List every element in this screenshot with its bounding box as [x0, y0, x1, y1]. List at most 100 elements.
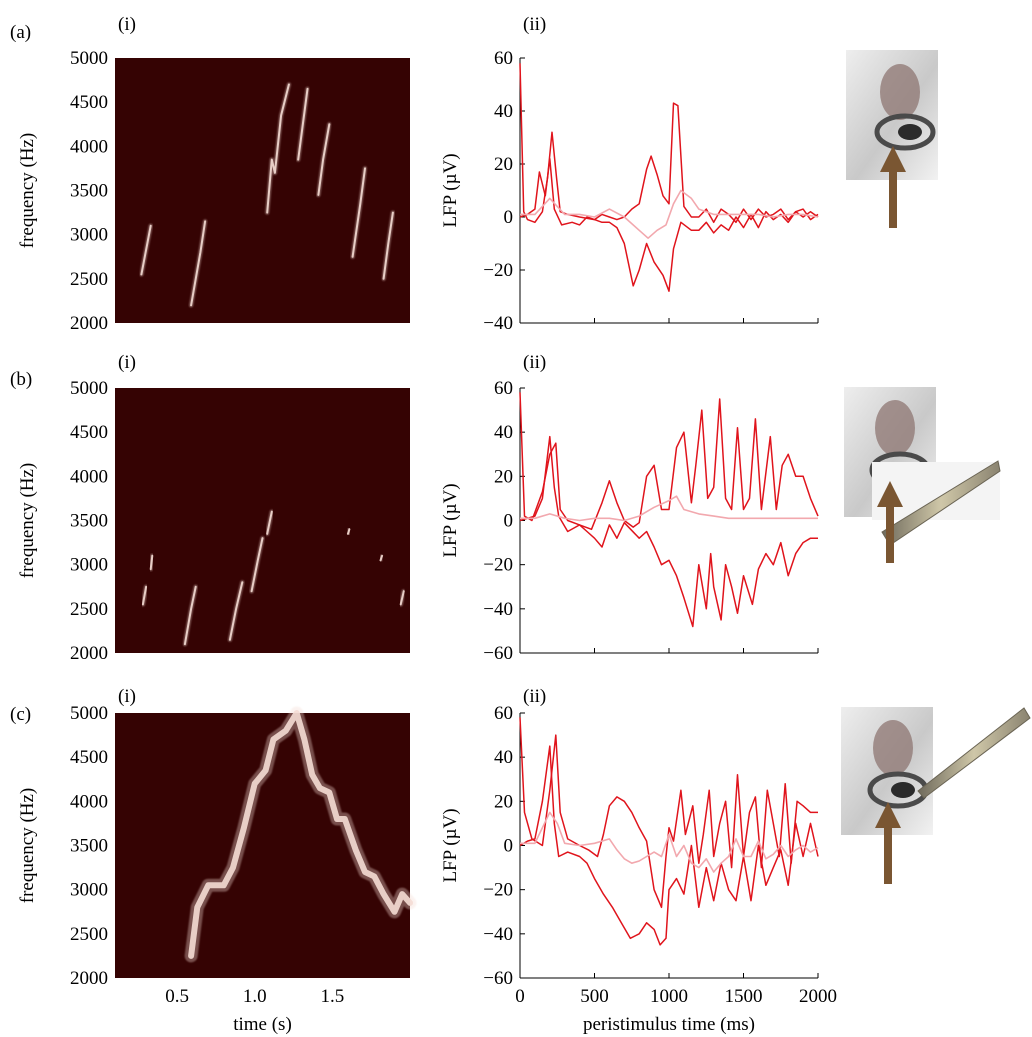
spectrogram-trace [228, 581, 244, 641]
y-axis-label: frequency (Hz) [17, 133, 38, 249]
spectrogram-background [115, 388, 410, 653]
spectrogram-trace [346, 528, 351, 535]
spectrogram-b: frequency (Hz) 2000 2500 3000 3500 4000 4500 50… [17, 378, 410, 664]
y-tick-label: 2000 [70, 643, 108, 664]
y-tick-label: 2500 [70, 924, 108, 945]
panel-label-c-ii: (ii) [523, 686, 546, 707]
lfp-mean-series-line [520, 189, 819, 239]
cochlea-center-icon [898, 124, 922, 140]
spectrogram-c: frequency (Hz) 2000 2500 3000 3500 4000 4500 50… [17, 703, 417, 1035]
y-tick-label: 0 [504, 836, 514, 857]
y-tick-label: 20 [494, 791, 513, 812]
spectrogram-trace [266, 510, 273, 535]
y-tick-label: 60 [494, 378, 513, 399]
panel-label-a-ii: (ii) [523, 14, 546, 35]
y-tick-label: 4500 [70, 92, 108, 113]
cochlea-head-icon [880, 64, 920, 120]
y-axis-label: LFP (µV) [440, 153, 461, 227]
lfp-series-line [519, 157, 819, 292]
y-tick-label: 3000 [70, 225, 108, 246]
illustration-b [844, 387, 1001, 563]
spectrogram-trace [250, 537, 264, 593]
y-tick-label: 20 [494, 154, 513, 175]
x-tick-label: 1.5 [320, 986, 344, 1007]
panel-label-c-i: (i) [118, 686, 136, 707]
y-tick-label: 2500 [70, 599, 108, 620]
illustration-a [846, 50, 938, 228]
x-tick-label: 1.0 [243, 986, 267, 1007]
spectrogram-trace [149, 554, 154, 571]
lfp-series-line [519, 745, 819, 946]
lfp-plot-b: LFP (µV) −60 −40 −20 0 20 40 60 [440, 378, 819, 664]
y-tick-label: 0 [504, 207, 514, 228]
spectrogram-trace [317, 123, 331, 196]
lfp-series-line [519, 63, 819, 224]
y-axis-label: frequency (Hz) [17, 788, 38, 904]
y-tick-label: −20 [483, 555, 513, 576]
panel-label-b-i: (i) [118, 352, 136, 373]
y-tick-label: 2500 [70, 269, 108, 290]
row-label-a: (a) [10, 22, 31, 43]
electrode-probe-icon [917, 707, 1031, 799]
y-tick-label: −20 [483, 880, 513, 901]
y-axis-label: LFP (µV) [440, 483, 461, 557]
y-tick-label: −60 [483, 968, 513, 989]
y-tick-label: 2000 [70, 313, 108, 334]
cochlea-head-icon [873, 720, 913, 776]
y-axis-label: frequency (Hz) [17, 463, 38, 579]
cochlea-center-icon [891, 782, 915, 798]
lfp-series-line [519, 717, 818, 909]
y-axis-label: LFP (µV) [440, 808, 461, 882]
lfp-series-line [519, 435, 818, 628]
x-tick-label: 2000 [799, 986, 837, 1007]
x-axis-label: peristimulus time (ms) [583, 1014, 755, 1035]
spectrogram-trace [382, 211, 394, 280]
x-tick-label: 1500 [725, 986, 763, 1007]
x-tick-label: 0.5 [165, 986, 189, 1007]
lfp-plot-c: LFP (µV) −60 −40 −20 0 20 40 60 peristimulus tim… [440, 703, 837, 1035]
y-tick-label: 40 [494, 422, 513, 443]
spectrogram-trace [399, 590, 405, 606]
lfp-plot-a: LFP (µV) −40 −20 0 20 40 60 [440, 48, 819, 334]
x-tick-label: 0 [515, 986, 525, 1007]
y-tick-label: 4500 [70, 422, 108, 443]
y-tick-label: 60 [494, 48, 513, 69]
y-tick-label: 4000 [70, 136, 108, 157]
panel-label-b-ii: (ii) [523, 352, 546, 373]
y-tick-label: 4000 [70, 466, 108, 487]
x-tick-label: 500 [580, 986, 609, 1007]
x-tick-label: 1000 [650, 986, 688, 1007]
row-label-c: (c) [10, 704, 31, 725]
y-tick-label: −60 [483, 643, 513, 664]
spectrogram-trace [266, 83, 290, 214]
arrow-head-icon [877, 481, 903, 507]
cochlea-head-icon [875, 400, 915, 456]
spectrogram-trace [188, 710, 413, 959]
spectrogram-trace [379, 554, 384, 562]
y-tick-label: 4000 [70, 791, 108, 812]
spectrogram-background [115, 58, 410, 323]
panel-label-a-i: (i) [118, 14, 136, 35]
illustration-c [841, 707, 1031, 884]
y-tick-label: 60 [494, 703, 513, 724]
spectrogram-a: frequency (Hz) 2000 2500 3000 3500 4000 4500 50… [17, 48, 410, 334]
y-tick-label: 5000 [70, 703, 108, 724]
y-tick-label: 5000 [70, 378, 108, 399]
x-axis-label: time (s) [233, 1014, 292, 1035]
y-tick-label: 3500 [70, 181, 108, 202]
cochlea-coil-icon [874, 113, 936, 151]
spectrogram-trace [297, 87, 309, 161]
lfp-mean-series-line [520, 495, 818, 522]
y-tick-label: −40 [483, 313, 513, 334]
spectrogram-trace [190, 220, 207, 307]
lfp-mean-series-line [520, 811, 819, 873]
row-label-b: (b) [10, 369, 32, 390]
y-tick-label: 5000 [70, 48, 108, 69]
y-tick-label: 3000 [70, 555, 108, 576]
y-tick-label: −40 [483, 599, 513, 620]
y-tick-label: 40 [494, 101, 513, 122]
spectrogram-trace [183, 585, 197, 646]
y-tick-label: 0 [504, 511, 514, 532]
y-tick-label: 40 [494, 747, 513, 768]
